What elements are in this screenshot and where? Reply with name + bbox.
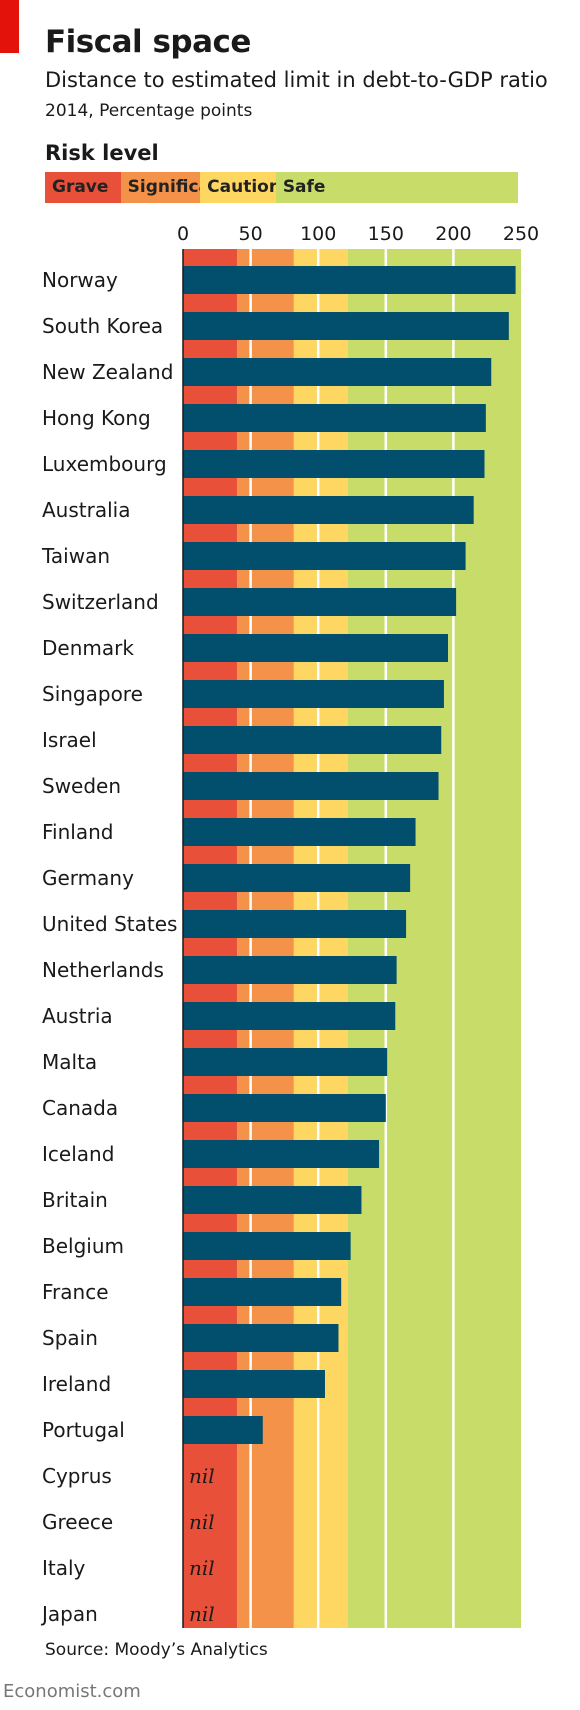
bar	[183, 864, 411, 892]
category-label: Denmark	[42, 636, 134, 660]
category-label: Germany	[42, 866, 134, 890]
bar	[183, 496, 474, 524]
category-label: Belgium	[42, 1234, 124, 1258]
nil-label: nil	[189, 1464, 215, 1488]
category-label: Portugal	[42, 1418, 125, 1442]
risk-safe: Safe	[275, 172, 518, 203]
category-label: Netherlands	[42, 958, 164, 982]
category-label: Singapore	[42, 682, 143, 706]
category-label: Cyprus	[42, 1464, 112, 1488]
bar	[183, 680, 444, 708]
category-label: Canada	[42, 1096, 118, 1120]
category-label: France	[42, 1280, 109, 1304]
bar	[183, 818, 416, 846]
x-tick-label: 150	[368, 223, 404, 245]
risk-caution: Caution	[200, 172, 281, 203]
bar	[183, 1278, 342, 1306]
bar	[183, 542, 466, 570]
category-label: Israel	[42, 728, 97, 752]
bar	[183, 266, 516, 294]
bar	[183, 1186, 362, 1214]
bar-chart: 0 50 100 150 200 250 Norway South Korea New Zeal…	[40, 223, 539, 1628]
category-label: Austria	[42, 1004, 113, 1028]
bar	[183, 1002, 396, 1030]
bar	[183, 772, 439, 800]
category-label: New Zealand	[42, 360, 173, 384]
category-label: Luxembourg	[42, 452, 167, 476]
nil-label: nil	[189, 1602, 215, 1626]
risk-band-caution	[293, 249, 348, 1628]
risk-band-grave	[183, 249, 238, 1628]
bar	[183, 1416, 263, 1444]
category-label: Japan	[40, 1602, 98, 1626]
brand-red-tag	[0, 0, 19, 53]
bar	[183, 634, 448, 662]
bar	[183, 1048, 388, 1076]
bar	[183, 956, 397, 984]
bar	[183, 1370, 325, 1398]
category-label: Sweden	[42, 774, 121, 798]
category-label: Norway	[42, 268, 118, 292]
category-label: Switzerland	[42, 590, 159, 614]
risk-band-safe	[347, 249, 521, 1628]
bar	[183, 1094, 386, 1122]
x-tick-label: 200	[435, 223, 471, 245]
risk-grave: Grave	[45, 172, 121, 203]
category-label: Iceland	[42, 1142, 114, 1166]
category-label: Ireland	[42, 1372, 111, 1396]
bar	[183, 1324, 339, 1352]
bar	[183, 1232, 351, 1260]
bar	[183, 726, 442, 754]
x-tick-label: 0	[177, 223, 189, 245]
category-label: Britain	[42, 1188, 108, 1212]
risk-level-heading: Risk level	[45, 141, 159, 165]
bar	[183, 910, 407, 938]
risk-band-significant	[237, 249, 294, 1628]
x-tick-label: 250	[503, 223, 539, 245]
bar	[183, 450, 485, 478]
category-label: Australia	[42, 498, 130, 522]
category-label: Italy	[42, 1556, 86, 1580]
bar	[183, 588, 457, 616]
nil-label: nil	[189, 1556, 215, 1580]
x-tick-label: 50	[239, 223, 263, 245]
bar	[183, 404, 486, 432]
chart-title: Fiscal space	[45, 24, 251, 60]
risk-level-legend: Grave Significant Caution Safe	[45, 172, 518, 203]
category-label: Hong Kong	[42, 406, 151, 430]
category-label: Greece	[42, 1510, 113, 1534]
category-label: Taiwan	[41, 544, 110, 568]
category-label: United States	[42, 912, 177, 936]
nil-label: nil	[189, 1510, 215, 1534]
x-tick-label: 100	[300, 223, 336, 245]
bar	[183, 312, 509, 340]
chart-unit-note: 2014, Percentage points	[45, 101, 253, 121]
brand-footer: Economist.com	[3, 1681, 141, 1702]
source-note: Source: Moody’s Analytics	[45, 1640, 268, 1660]
category-label: South Korea	[42, 314, 163, 338]
category-label: Spain	[42, 1326, 98, 1350]
category-label: Finland	[42, 820, 113, 844]
bar	[183, 358, 492, 386]
chart-subtitle: Distance to estimated limit in debt-to-G…	[45, 68, 548, 92]
bar	[183, 1140, 380, 1168]
category-label: Malta	[42, 1050, 97, 1074]
